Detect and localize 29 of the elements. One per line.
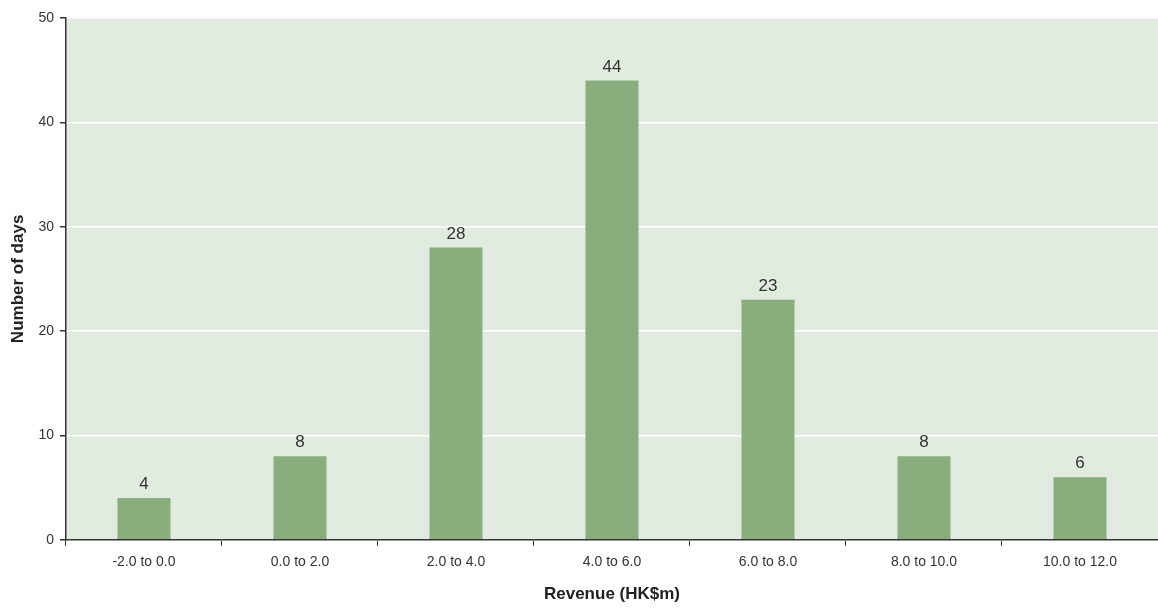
data-label: 4 [139,474,149,494]
bar [1053,477,1107,540]
x-tick-label: 6.0 to 8.0 [738,553,798,570]
data-label: 8 [295,432,305,452]
y-tick-label: 40 [38,113,55,130]
data-label: 44 [602,56,622,76]
bar [117,498,171,540]
bar [897,456,951,540]
x-tick-label: 2.0 to 4.0 [426,553,486,570]
y-tick-label: 50 [38,8,55,25]
data-label: 6 [1075,453,1085,473]
x-axis-title: Revenue (HK$m) [543,584,681,604]
x-tick-label: 8.0 to 10.0 [890,553,958,570]
data-label: 23 [758,275,778,295]
y-tick-label: 20 [38,321,55,338]
y-tick-label: 10 [38,426,55,443]
data-label: 28 [446,223,466,243]
bar [429,247,483,540]
x-tick-label: -2.0 to 0.0 [112,553,176,570]
bar [741,299,795,540]
bar [585,80,639,540]
x-tick-label: 4.0 to 6.0 [582,553,642,570]
data-label: 8 [919,432,929,452]
x-tick-label: 10.0 to 12.0 [1043,553,1118,570]
y-axis-title: Number of days [7,214,27,344]
y-tick-label: 0 [46,530,55,547]
x-tick-label: 0.0 to 2.0 [270,553,330,570]
y-tick-label: 30 [38,217,55,234]
bar [273,456,327,540]
